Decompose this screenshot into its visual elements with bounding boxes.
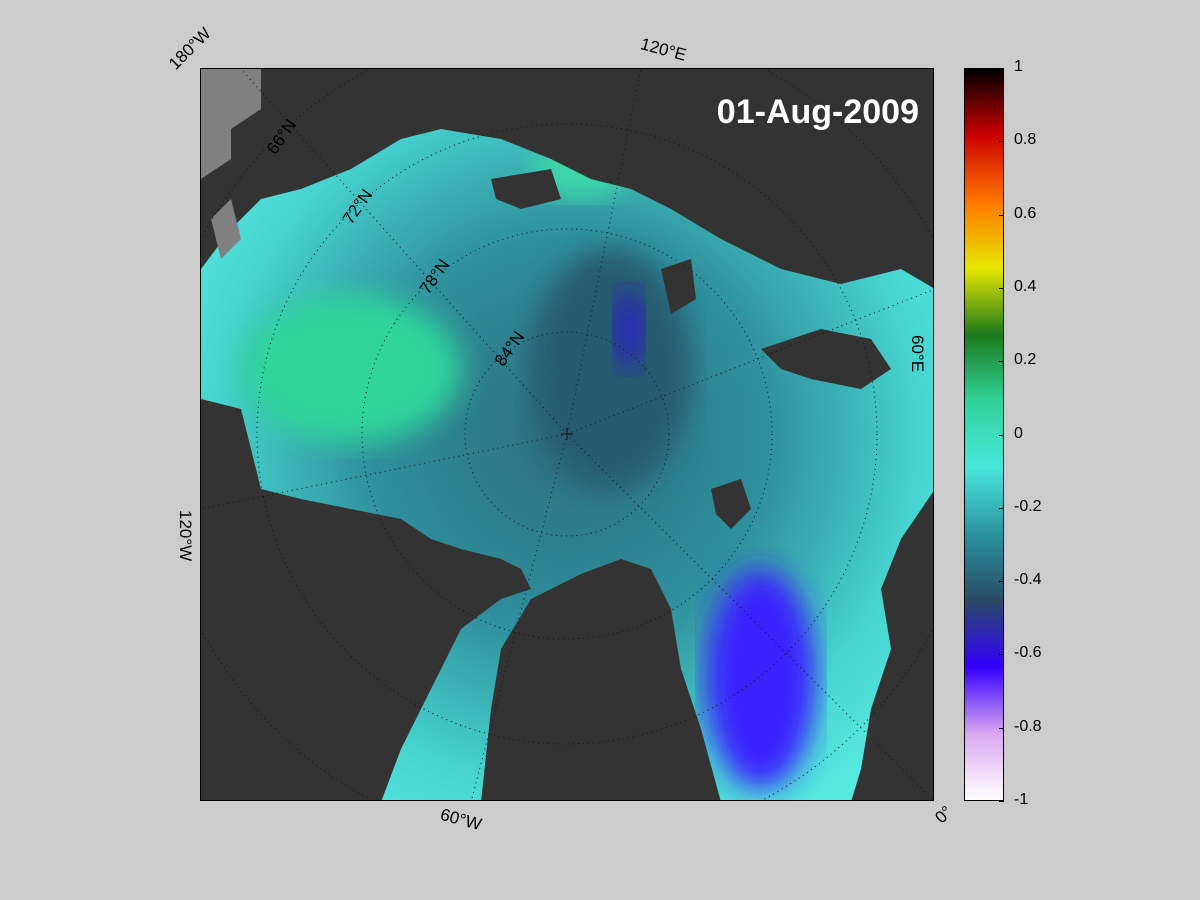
colorbar-tick-label: -0.4 — [1014, 571, 1042, 589]
colorbar-tick-mark — [999, 581, 1004, 583]
anomaly-green-region — [241, 294, 461, 444]
lon-label-60e: 60°E — [908, 335, 927, 373]
colorbar-tick-label: 0.8 — [1014, 131, 1037, 149]
date-label: 01-Aug-2009 — [716, 93, 919, 131]
colorbar-tick-label: 0.4 — [1014, 277, 1037, 295]
grey-area — [211, 199, 241, 259]
lon-label-60w: 60°W — [438, 804, 484, 835]
anomaly-dark-region — [531, 249, 691, 489]
colorbar-tick-label: -0.8 — [1014, 717, 1042, 735]
colorbar-tick-label: 0 — [1014, 424, 1023, 442]
pole-marker — [561, 428, 573, 440]
colorbar-tick-mark — [999, 801, 1004, 802]
colorbar-tick-mark — [999, 361, 1004, 363]
colorbar-tick-label: -1 — [1014, 791, 1029, 808]
lon-label-0: 0° — [931, 802, 957, 828]
colorbar — [964, 68, 1004, 801]
colorbar-tick-mark — [999, 214, 1004, 216]
colorbar-tick-label: -0.2 — [1014, 497, 1042, 515]
anomaly-blue-region — [706, 569, 816, 789]
map-canvas — [201, 69, 933, 800]
colorbar-tick-mark — [999, 68, 1004, 69]
graticule — [201, 69, 933, 800]
grey-area-topleft — [201, 69, 261, 179]
anomaly-blue-spot — [615, 289, 643, 369]
colorbar-tick-mark — [999, 434, 1004, 436]
lon-label-180w: 180°W — [165, 23, 215, 74]
lon-label-120w: 120°W — [176, 510, 195, 562]
colorbar-tick-label: 1 — [1014, 58, 1023, 75]
colorbar-tick-label: -0.6 — [1014, 644, 1042, 662]
colorbar-tick-mark — [999, 141, 1004, 143]
colorbar-tick-mark — [999, 507, 1004, 509]
land-masses — [201, 69, 933, 800]
colorbar-tick-mark — [999, 654, 1004, 656]
lon-label-120e: 120°E — [638, 34, 689, 65]
colorbar-tick-mark — [999, 727, 1004, 729]
sea-ice-map: 01-Aug-2009 66°N 72°N 78°N 84°N — [200, 68, 934, 801]
colorbar-tick-label: 0.6 — [1014, 204, 1037, 222]
colorbar-tick-label: 0.2 — [1014, 351, 1037, 369]
colorbar-tick-mark — [999, 287, 1004, 289]
